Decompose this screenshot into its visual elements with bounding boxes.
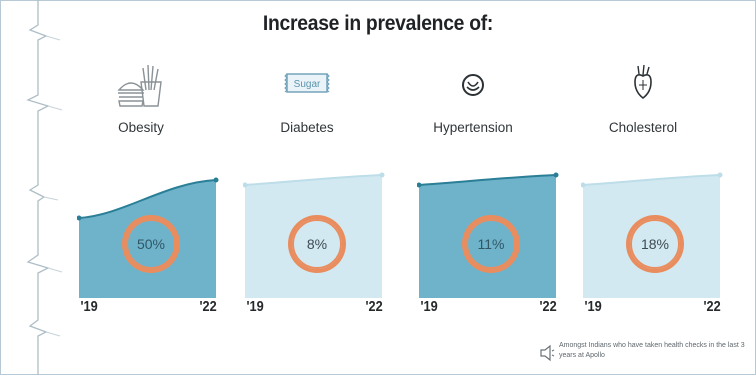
category-label: Obesity	[118, 120, 164, 135]
chart-panel-cholesterol: 18% '19 '22	[581, 165, 726, 315]
sugar-packet-icon: Sugar	[284, 73, 330, 93]
x-tick-label-start: '19	[80, 298, 98, 315]
x-tick-label-end: '22	[703, 298, 721, 315]
x-tick-label-end: '22	[365, 298, 383, 315]
area-line	[582, 174, 721, 186]
category-hypertension: Hypertension	[403, 60, 543, 145]
area-line	[418, 174, 557, 186]
end-point	[379, 172, 385, 178]
chart-panel-obesity: 50% '19 '22	[77, 165, 222, 315]
category-label: Hypertension	[433, 120, 513, 135]
category-obesity: Obesity	[71, 60, 211, 145]
x-tick-label-start: '19	[246, 298, 264, 315]
chart-panel-diabetes: 8% '19 '22	[243, 165, 388, 315]
end-point	[213, 177, 219, 183]
ecg-line-decoration	[26, 0, 63, 375]
category-diabetes: Sugar Diabetes	[237, 60, 377, 145]
footnote: Amongst Indians who have taken health ch…	[538, 338, 753, 372]
start-point	[243, 182, 248, 188]
end-point	[717, 172, 723, 178]
area-line	[78, 179, 217, 219]
burger-fries-icon	[117, 64, 162, 107]
x-tick-label-start: '19	[584, 298, 602, 315]
speaker-icon	[540, 344, 555, 362]
heart-monitor-icon	[462, 74, 484, 96]
x-tick-label-end: '22	[539, 298, 557, 315]
footnote-text: Amongst Indians who have taken health ch…	[559, 342, 745, 359]
area-line	[244, 174, 383, 186]
category-label: Cholesterol	[608, 120, 678, 135]
artery-heart-icon	[634, 64, 652, 100]
category-label: Diabetes	[280, 120, 334, 135]
start-point	[77, 215, 82, 221]
sugar-packet-text: Sugar	[294, 79, 321, 90]
percentage-badge: 11%	[466, 219, 516, 269]
percentage-badge: 18%	[630, 219, 680, 269]
start-point	[417, 182, 422, 188]
x-tick-label-start: '19	[420, 298, 438, 315]
page-title: Increase in prevalence of:	[262, 12, 494, 35]
percentage-badge: 8%	[292, 219, 342, 269]
percentage-badge: 50%	[126, 219, 176, 269]
category-cholesterol: Cholesterol	[573, 60, 713, 145]
x-tick-label-end: '22	[199, 298, 217, 315]
start-point	[581, 182, 586, 188]
end-point	[553, 172, 559, 178]
chart-panel-hypertension: 11% '19 '22	[417, 165, 562, 315]
